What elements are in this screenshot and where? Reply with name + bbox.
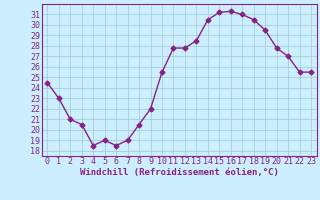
X-axis label: Windchill (Refroidissement éolien,°C): Windchill (Refroidissement éolien,°C) <box>80 168 279 177</box>
